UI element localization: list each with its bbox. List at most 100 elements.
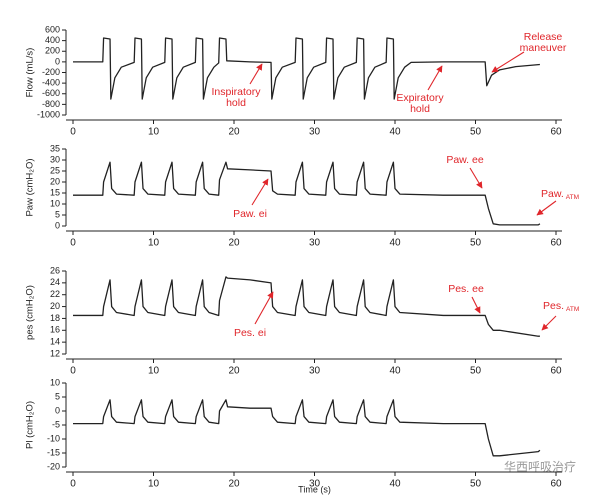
x-tick-label: 60 (550, 238, 562, 249)
annotation: Inspiratory hold (211, 86, 261, 109)
x-axis-label: Time (s) (298, 484, 331, 494)
x-tick-label: 50 (470, 366, 482, 377)
annotation-line: maneuver (520, 42, 567, 54)
y-tick-label: 35 (50, 143, 60, 153)
annotation-arrow (254, 291, 274, 325)
y-tick-label: 25 (50, 165, 60, 175)
y-tick-label: 5 (55, 209, 60, 219)
y-tick-label: 10 (50, 377, 60, 387)
y-axis-label: Pl (cmH₂O) (25, 401, 36, 449)
y-tick-label: 12 (50, 348, 60, 358)
x-tick-label: 50 (470, 127, 482, 138)
y-tick-label: -200 (42, 67, 60, 77)
y-tick-label: 20 (50, 301, 60, 311)
annotation: Paw. ei (233, 208, 267, 220)
y-tick-label: 200 (45, 46, 60, 56)
annotation-subscript: ATM (566, 194, 579, 201)
y-tick-label: -800 (42, 99, 60, 109)
annotation: Pes. ee (448, 283, 484, 295)
x-tick-label: 20 (228, 479, 240, 490)
x-tick-label: 40 (389, 366, 401, 377)
y-tick-label: 10 (50, 198, 60, 208)
x-tick-label: 60 (550, 366, 562, 377)
y-tick-label: -10 (47, 433, 60, 443)
y-tick-label: -1000 (37, 109, 60, 119)
x-tick-label: 30 (309, 479, 321, 490)
y-tick-label: 0 (55, 56, 60, 66)
y-tick-label: 400 (45, 35, 60, 45)
x-tick-label: 20 (228, 127, 240, 138)
x-tick-label: 10 (148, 479, 160, 490)
annotation-arrow (541, 315, 557, 331)
annotation-subscript: ATM (566, 306, 579, 313)
x-tick-label: 20 (228, 366, 240, 377)
annotation-arrow (491, 51, 525, 73)
y-tick-label: 0 (55, 405, 60, 415)
signal-line (73, 399, 541, 457)
y-tick-label: 22 (50, 289, 60, 299)
y-axis-label: Flow (mL/s) (25, 48, 36, 98)
annotation-arrow (469, 167, 483, 189)
y-tick-label: 20 (50, 176, 60, 186)
x-tick-label: 60 (550, 479, 562, 490)
signal-line (73, 161, 541, 226)
y-tick-label: 16 (50, 325, 60, 335)
annotation: Paw. ee (446, 154, 484, 166)
annotation-line: hold (226, 97, 246, 109)
y-tick-label: 0 (55, 220, 60, 230)
y-tick-label: -5 (52, 419, 60, 429)
annotation-text: Paw. ei (233, 208, 267, 220)
annotation: Release maneuver (520, 31, 567, 54)
y-tick-label: -600 (42, 88, 60, 98)
annotation-text: Paw. (541, 188, 564, 200)
annotation-line: Release (524, 31, 563, 43)
y-tick-label: 24 (50, 277, 60, 287)
annotation-line: Inspiratory (211, 86, 261, 98)
annotation: Pes. ATM (543, 300, 579, 313)
panel: -20 -15 -10 -5 0 5 10 0 10 20 30 40 50 60 Pl (cmH₂O) Ti… (25, 377, 562, 494)
signal-line (73, 276, 540, 337)
x-tick-label: 50 (470, 479, 482, 490)
signal-line (73, 37, 540, 100)
annotation-text: Pes. ei (234, 327, 266, 339)
y-tick-label: 18 (50, 313, 60, 323)
y-tick-label: 15 (50, 187, 60, 197)
y-tick-label: -400 (42, 78, 60, 88)
x-tick-label: 60 (550, 127, 562, 138)
annotation-text: Pes. (543, 300, 564, 312)
annotation-arrow (249, 63, 263, 85)
annotation: Pes. ei (234, 327, 266, 339)
annotation-arrow (471, 296, 481, 314)
annotation-arrow (251, 178, 269, 206)
annotation-text: Pes. ee (448, 283, 484, 295)
y-tick-label: -15 (47, 447, 60, 457)
x-tick-label: 40 (389, 479, 401, 490)
x-tick-label: 0 (70, 366, 76, 377)
x-tick-label: 10 (148, 238, 160, 249)
y-tick-label: 5 (55, 391, 60, 401)
x-tick-label: 0 (70, 127, 76, 138)
annotation-arrow (427, 65, 443, 91)
x-tick-label: 30 (309, 127, 321, 138)
x-tick-label: 30 (309, 238, 321, 249)
annotation-text: Paw. ee (446, 154, 484, 166)
annotation: Expiratory hold (396, 92, 444, 115)
x-tick-label: 0 (70, 479, 76, 490)
watermark: 华西呼吸治疗 (504, 460, 576, 474)
x-tick-label: 20 (228, 238, 240, 249)
annotation: Paw. ATM (541, 188, 579, 201)
annotation-line: hold (410, 103, 430, 115)
x-tick-label: 30 (309, 366, 321, 377)
x-tick-label: 10 (148, 127, 160, 138)
x-tick-label: 0 (70, 238, 76, 249)
y-tick-label: 30 (50, 154, 60, 164)
y-tick-label: 26 (50, 265, 60, 275)
x-tick-label: 50 (470, 238, 482, 249)
annotation-line: Expiratory (396, 92, 444, 104)
x-tick-label: 40 (389, 127, 401, 138)
y-axis-label: pes (cmH₂O) (25, 285, 36, 340)
